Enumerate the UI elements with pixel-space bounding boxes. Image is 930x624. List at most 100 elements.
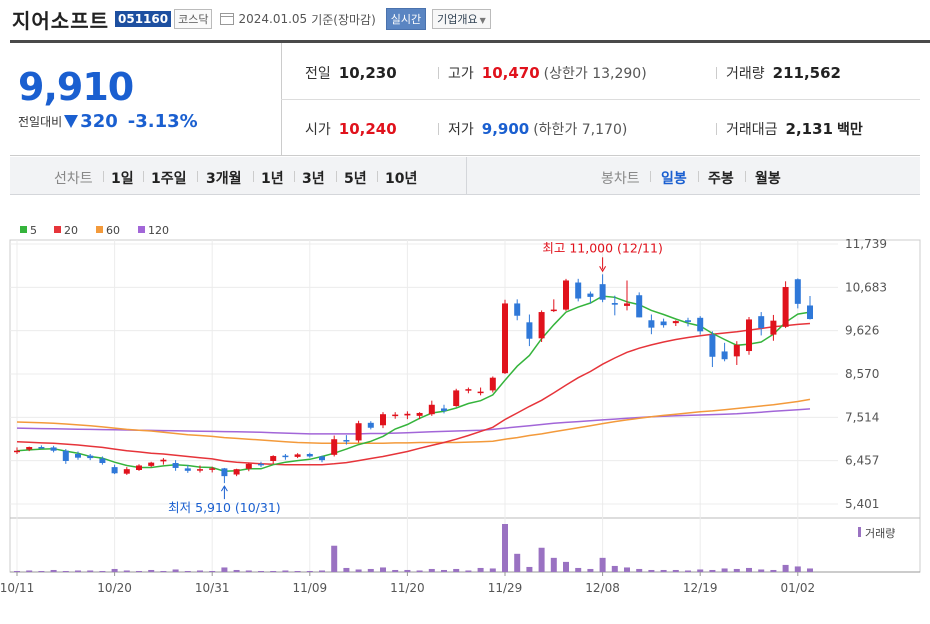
volume-bar — [709, 569, 716, 572]
candle-body — [636, 295, 643, 318]
volume-bar — [477, 567, 484, 572]
candle-body — [148, 462, 155, 466]
candle — [172, 460, 179, 471]
volume-bar — [807, 568, 813, 572]
candle-body — [14, 450, 20, 453]
candle-body — [294, 454, 301, 457]
change-amount: 320 — [80, 111, 118, 132]
candle-body — [416, 412, 423, 416]
period-5y[interactable]: 5년 — [344, 171, 367, 187]
candle — [270, 455, 277, 464]
change-percent: -3.13% — [127, 111, 198, 132]
candle-body — [502, 303, 508, 374]
candle-body — [75, 453, 81, 458]
company-overview-dropdown[interactable]: 기업개요 ▼ — [432, 9, 491, 29]
candle-body — [782, 287, 789, 327]
x-tick-label: 11/20 — [390, 581, 425, 595]
candle-body — [270, 456, 277, 461]
candle-body — [453, 390, 460, 406]
volume-bar — [319, 570, 325, 572]
stat-value: 10,230 — [338, 64, 397, 82]
x-tick-label: 12/08 — [585, 581, 620, 595]
candle-daily[interactable]: 일봉 — [661, 171, 687, 187]
candle-chart-label[interactable]: 봉차트 — [601, 171, 640, 187]
candle — [160, 458, 167, 465]
upper-limit: (상한가 13,290) — [543, 66, 647, 82]
stat-trade-amount: 거래대금 2,131 백만 — [726, 119, 863, 139]
line-chart-label[interactable]: 선차트 — [54, 171, 93, 187]
candle-body — [62, 450, 69, 461]
volume-bar — [123, 570, 130, 572]
candle-body — [441, 408, 447, 411]
realtime-button[interactable]: 실시간 — [385, 8, 427, 30]
period-1w[interactable]: 1주일 — [151, 171, 187, 187]
candlesticks — [14, 274, 813, 484]
chart-toolbar: 선차트 1일 1주일 3개월 1년 3년 5년 10년 봉차트 일봉 주봉 월봉 — [10, 157, 920, 195]
volume-bar — [62, 570, 69, 572]
candle-body — [87, 455, 94, 459]
volume-bar — [648, 569, 655, 572]
x-tick-label: 11/09 — [293, 581, 328, 595]
x-tick-label: 10/31 — [195, 581, 230, 595]
candle-weekly[interactable]: 주봉 — [708, 171, 734, 187]
volume-bar — [380, 567, 386, 572]
candle — [306, 452, 313, 458]
x-tick-label: 12/19 — [683, 581, 718, 595]
volume-bar — [306, 570, 313, 572]
stat-value: 10,470 — [481, 64, 540, 82]
volume-bar — [660, 569, 667, 572]
stat-label: 거래대금 — [726, 122, 778, 138]
volume-bar — [392, 569, 399, 572]
change-label: 전일대비 — [18, 115, 63, 129]
volume-bar — [367, 568, 374, 572]
candle-body — [538, 312, 545, 339]
period-3y[interactable]: 3년 — [302, 171, 325, 187]
volume-bar — [721, 568, 728, 572]
period-10y[interactable]: 10년 — [385, 171, 418, 187]
volume-bar — [416, 570, 423, 572]
candle-body — [233, 469, 240, 475]
volume-bar — [746, 567, 752, 572]
volume-bar — [636, 568, 643, 572]
stat-value: 10,240 — [338, 120, 397, 138]
stat-value: 9,900 — [481, 120, 530, 138]
volume-bar — [599, 557, 606, 572]
volume-bar — [26, 570, 33, 572]
candle — [282, 453, 289, 460]
candle-body — [794, 279, 801, 304]
candle-body — [624, 303, 630, 306]
low-annotation: 최저 5,910 (10/31) — [168, 500, 281, 515]
candle — [502, 299, 508, 374]
price-chart[interactable]: 5 20 60 120 거래량 최고 11,000 (12/11) 최저 5,910 (… — [0, 200, 930, 624]
volume-bar — [136, 570, 142, 572]
period-1y[interactable]: 1년 — [261, 171, 284, 187]
volume-bar — [197, 570, 203, 572]
candle-monthly[interactable]: 월봉 — [755, 171, 781, 187]
candle-body — [160, 459, 167, 462]
legend-label: 20 — [64, 224, 78, 237]
volume-bar — [782, 564, 789, 572]
candle-body — [575, 282, 582, 299]
period-3m[interactable]: 3개월 — [206, 171, 242, 187]
candle-body — [428, 404, 435, 415]
volume-bar — [343, 567, 350, 572]
period-1d[interactable]: 1일 — [111, 171, 134, 187]
candle — [782, 281, 789, 329]
volume-bar — [172, 569, 179, 572]
stat-unit: 백만 — [836, 122, 863, 138]
candle-body — [26, 447, 33, 450]
volume-bar — [465, 570, 472, 572]
legend-swatch — [138, 226, 145, 233]
candle — [38, 445, 45, 449]
volume-bar — [184, 570, 191, 572]
calendar-icon — [220, 13, 235, 25]
candle — [672, 320, 679, 327]
volume-bar — [526, 566, 533, 572]
ma5-line — [16, 295, 811, 472]
stat-label: 거래량 — [726, 66, 765, 82]
candle-body — [587, 293, 594, 297]
ma20-line — [16, 322, 811, 466]
candle-body — [746, 319, 752, 352]
candle-body — [184, 468, 191, 471]
down-triangle-icon — [64, 115, 79, 128]
